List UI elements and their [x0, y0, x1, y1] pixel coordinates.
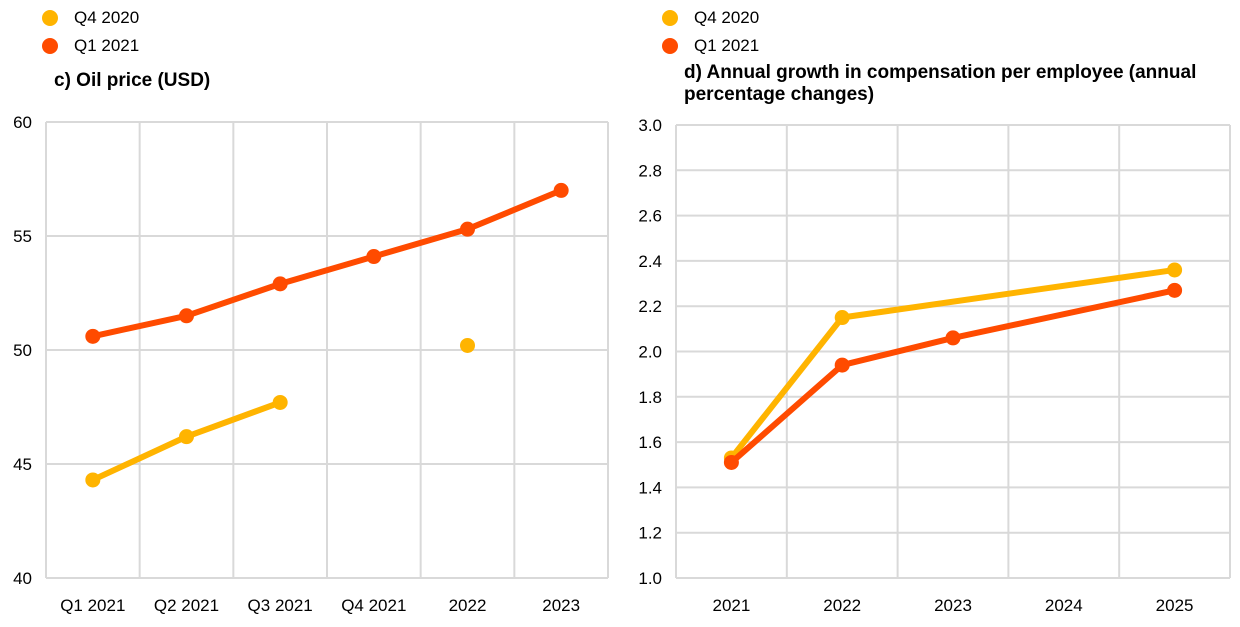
y-tick-label: 1.4: [638, 478, 662, 497]
y-tick-label: 55: [13, 227, 32, 246]
y-tick-label: 1.6: [638, 433, 662, 452]
series-line: [728, 266, 1178, 461]
x-tick-label: 2024: [1045, 596, 1083, 615]
y-tick-label: 2.6: [638, 207, 662, 226]
data-point: [553, 182, 569, 198]
legend-item: Q4 2020: [662, 4, 759, 32]
x-tick-label: 2022: [823, 596, 861, 615]
data-point: [272, 276, 288, 292]
x-tick-label: Q4 2021: [341, 596, 406, 615]
y-tick-label: 45: [13, 455, 32, 474]
legend-item: Q1 2021: [42, 32, 139, 60]
y-tick-label: 2.0: [638, 343, 662, 362]
legend: Q4 2020 Q1 2021: [42, 4, 139, 60]
data-point: [723, 454, 739, 470]
legend-label: Q1 2021: [694, 36, 760, 55]
legend-item: Q1 2021: [662, 32, 759, 60]
data-point: [945, 330, 961, 346]
x-tick-label: 2025: [1156, 596, 1194, 615]
legend-marker: [42, 38, 58, 54]
x-tick-label: Q1 2021: [60, 596, 125, 615]
y-tick-label: 3.0: [638, 116, 662, 135]
legend-marker: [42, 10, 58, 26]
y-tick-label: 2.8: [638, 161, 662, 180]
legend-marker: [662, 38, 678, 54]
legend-label: Q1 2021: [74, 36, 140, 55]
y-tick-label: 50: [13, 341, 32, 360]
data-point: [179, 429, 194, 445]
y-tick-label: 40: [13, 569, 32, 588]
chart-plot: 40 45 50 55 60 Q1 2021 Q2 2021 Q3 2021 Q4 2021 20…: [13, 113, 609, 615]
x-tick-label: Q2 2021: [154, 596, 219, 615]
data-point: [179, 308, 194, 324]
x-tick-label: 2023: [542, 596, 580, 615]
y-tick-label: 1.2: [638, 524, 662, 543]
series-line: [89, 187, 565, 340]
y-tick-label: 1.0: [638, 569, 662, 588]
y-tick-label: 2.2: [638, 297, 662, 316]
chart-title: c) Oil price (USD): [54, 70, 211, 91]
data-point: [85, 472, 101, 488]
y-tick-label: 2.4: [638, 252, 662, 271]
legend-marker: [662, 10, 678, 26]
x-tick-label: 2022: [449, 596, 487, 615]
data-point: [460, 337, 475, 353]
data-point: [834, 357, 850, 373]
y-tick-label: 1.8: [638, 388, 662, 407]
x-tick-label: 2023: [934, 596, 972, 615]
legend-label: Q4 2020: [694, 8, 760, 27]
y-tick-label: 60: [13, 113, 32, 132]
x-tick-label: 2021: [712, 596, 750, 615]
chart-panel-oil-price: Q4 2020 Q1 2021 c) Oil price (USD) 40 45 5…: [13, 4, 609, 615]
data-point: [85, 328, 101, 344]
chart-plot: 1.0 1.2 1.4 1.6 1.8 2.0 2.2 2.4 2.6 2.8 3.0 2021 202…: [638, 116, 1231, 615]
data-point: [1167, 262, 1183, 278]
x-tick-label: Q3 2021: [248, 596, 313, 615]
data-point: [834, 310, 850, 326]
chart-title: d) Annual growth in compensation per emp…: [684, 62, 1197, 105]
legend: Q4 2020 Q1 2021: [662, 4, 759, 60]
legend-label: Q4 2020: [74, 8, 140, 27]
data-point: [460, 221, 475, 237]
chart-panel-compensation-growth: Q4 2020 Q1 2021 d) Annual growth in comp…: [620, 0, 1240, 627]
data-point: [366, 249, 382, 265]
data-point: [272, 394, 288, 410]
legend-item: Q4 2020: [42, 4, 139, 32]
series-line: [728, 287, 1178, 466]
data-point: [1167, 282, 1183, 298]
